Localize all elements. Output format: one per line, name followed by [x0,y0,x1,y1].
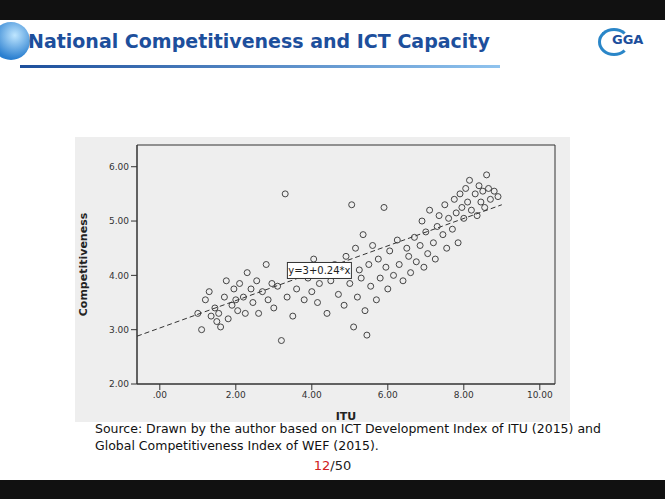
svg-text:8.00: 8.00 [454,390,474,400]
html-text:12 /50: 12 /50 [313,458,352,473]
svg-text:2.00: 2.00 [226,390,246,400]
html-text:GGA: GGA [612,32,644,47]
svg-text:3.00: 3.00 [109,325,129,335]
html-text:National Competitiveness and I: National Competitiveness and ICT Capacit… [28,30,490,52]
svg-text:y=3+0.24*x: y=3+0.24*x [288,265,350,276]
svg-text:6.00: 6.00 [378,390,398,400]
svg-text:4.00: 4.00 [109,271,129,281]
svg-text:ITU: ITU [336,410,357,422]
svg-text:10.00: 10.00 [527,390,553,400]
svg-text:Competitiveness: Competitiveness [77,212,90,316]
svg-text:.00: .00 [153,390,168,400]
svg-text:2.00: 2.00 [109,379,129,389]
svg-text:5.00: 5.00 [109,216,129,226]
svg-text:6.00: 6.00 [109,162,129,172]
svg-text:4.00: 4.00 [302,390,322,400]
html-text:Source: Drawn by the author ba: Source: Drawn by the author based on ICT… [95,421,601,453]
